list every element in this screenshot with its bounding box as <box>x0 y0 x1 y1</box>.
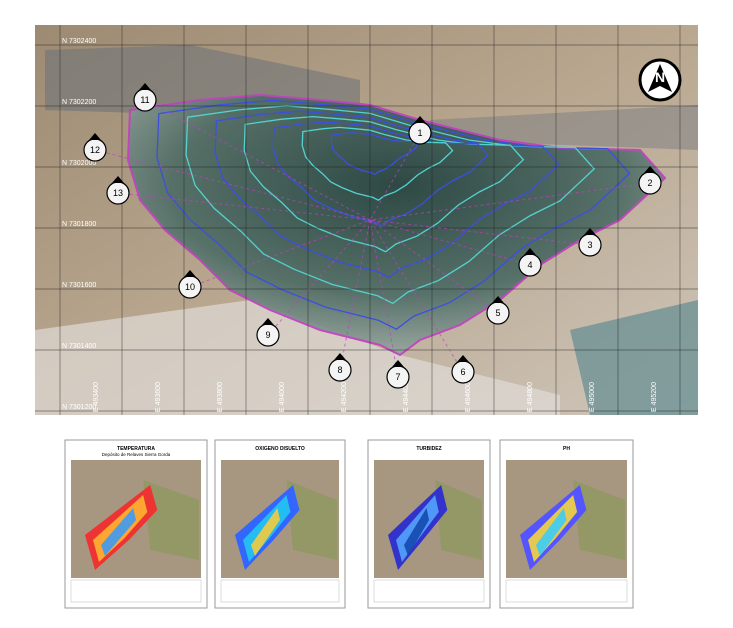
contour-line <box>156 99 631 330</box>
thumbnail-title: TURBIDEZ <box>416 446 441 452</box>
section-arrow <box>392 360 404 367</box>
section-line <box>117 192 371 221</box>
contour-line <box>214 110 560 279</box>
section-label: 13 <box>113 188 123 198</box>
section-line <box>144 99 371 221</box>
north-label: N <box>655 69 665 85</box>
thumbnail-deposit <box>101 508 136 556</box>
pond <box>570 300 698 415</box>
deposit-area <box>126 93 667 357</box>
section-line <box>189 219 371 288</box>
section-label: 8 <box>337 365 342 375</box>
easting-label: E 495200 <box>651 382 658 412</box>
section-label: 12 <box>90 145 100 155</box>
section-arrow <box>262 318 274 325</box>
section-label: 6 <box>460 367 465 377</box>
thumbnail-terrain <box>286 480 337 560</box>
section-line <box>369 219 531 266</box>
contour-line <box>243 115 525 253</box>
thumbnail-legend <box>373 579 485 603</box>
contour-line <box>330 132 419 176</box>
thumbnail-terrain <box>573 480 625 560</box>
section-line <box>369 219 591 246</box>
easting-label: E 494400 <box>403 382 410 412</box>
thumbnail-title: OXIGENO DISUELTO <box>255 446 305 452</box>
section-line <box>369 132 421 221</box>
section-line <box>94 149 371 221</box>
thumbnail-legend <box>220 579 340 603</box>
section-arrow <box>457 355 469 362</box>
salt-flat <box>35 300 560 415</box>
northing-label: N 7301200 <box>62 404 96 411</box>
tailings-deposit <box>126 93 667 357</box>
northing-label: N 7302400 <box>62 38 96 45</box>
section-arrow <box>184 270 196 277</box>
thumbnail-title: PH <box>563 446 570 452</box>
thumbnail-terrain <box>143 480 199 560</box>
thumbnail-legend <box>505 579 628 603</box>
section-label: 9 <box>265 330 270 340</box>
northing-label: N 7301400 <box>62 343 96 350</box>
easting-label: E 494800 <box>527 382 534 412</box>
section-arrow <box>644 166 656 173</box>
section-label: 5 <box>495 308 500 318</box>
section-line <box>339 219 371 371</box>
section-label: 11 <box>140 95 149 105</box>
contour-line <box>185 105 596 305</box>
thumbnail-legend <box>70 579 202 603</box>
thumbnail-deposit <box>404 508 429 556</box>
section-label: 7 <box>395 372 400 382</box>
section-arrow <box>584 228 596 235</box>
section-arrow <box>414 116 426 123</box>
thumbnail-subtitle: Depósito de Relaves Sierra Gorda <box>102 452 171 457</box>
section-arrow <box>492 296 504 303</box>
thumbnail-terrain <box>435 480 482 560</box>
section-line <box>369 219 399 378</box>
thumbnail-deposit <box>251 508 280 556</box>
contour-line <box>301 126 454 201</box>
section-arrow <box>524 248 536 255</box>
thumbnail-title: TEMPERATURA <box>117 446 155 452</box>
thumbnail-deposit <box>536 508 567 556</box>
section-line <box>369 182 651 221</box>
easting-label: E 493600 <box>155 382 162 412</box>
section-arrow <box>334 353 346 360</box>
easting-label: E 494600 <box>465 382 472 412</box>
section-line <box>369 219 499 314</box>
easting-label: E 494200 <box>341 382 348 412</box>
section-line <box>267 219 371 336</box>
section-label: 3 <box>587 240 592 250</box>
section-arrow <box>112 176 124 183</box>
northing-label: N 7301800 <box>62 221 96 228</box>
contour-line <box>272 121 489 227</box>
easting-label: E 495000 <box>589 382 596 412</box>
section-arrow <box>89 133 101 140</box>
section-label: 1 <box>417 128 422 138</box>
north-arrow: N <box>638 58 682 102</box>
easting-label: E 493400 <box>93 382 100 412</box>
northing-label: N 7301600 <box>62 282 96 289</box>
section-label: 2 <box>647 178 652 188</box>
northing-label: N 7302000 <box>62 160 96 167</box>
section-label: 4 <box>527 260 532 270</box>
easting-label: E 494000 <box>279 382 286 412</box>
easting-label: E 493800 <box>217 382 224 412</box>
section-arrow <box>139 83 151 90</box>
northing-label: N 7302200 <box>62 99 96 106</box>
section-label: 10 <box>185 282 195 292</box>
